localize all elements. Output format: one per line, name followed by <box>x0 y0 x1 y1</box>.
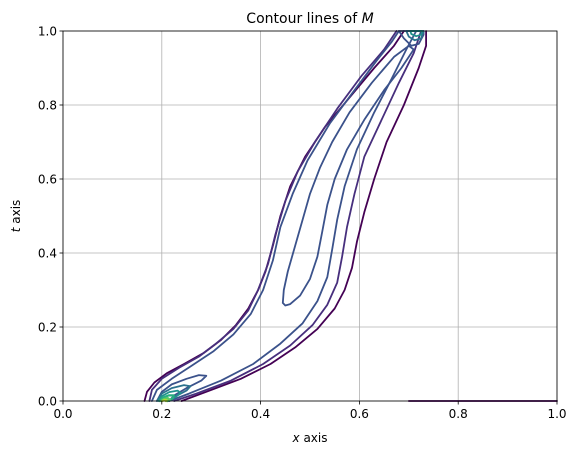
contour-line-1 <box>180 30 427 402</box>
contour-line-0 <box>143 30 405 402</box>
y-tick-label-1: 0.2 <box>38 320 57 334</box>
x-tick-label-3: 0.6 <box>350 407 369 421</box>
contour-line-12 <box>157 389 182 402</box>
y-tick-label-0: 0.0 <box>38 394 57 408</box>
contour-line-11 <box>405 30 425 42</box>
x-tick-label-1: 0.2 <box>152 407 171 421</box>
contour-line-5 <box>151 30 400 402</box>
contour-line-13 <box>409 30 423 38</box>
x-tick-label-2: 0.4 <box>251 407 270 421</box>
x-axis-label-math: x <box>292 431 301 445</box>
chart-title: Contour lines of M <box>246 11 373 27</box>
x-axis-label-text: axis <box>300 431 328 445</box>
contour-line-3 <box>148 30 398 402</box>
chart-title-math: M <box>362 11 374 27</box>
y-axis-label-math: t <box>9 226 23 232</box>
y-axis-label: t axis <box>9 200 23 233</box>
contour-line-4 <box>173 30 422 402</box>
x-axis-label: x axis <box>292 431 328 445</box>
y-axis-label-text: axis <box>9 200 23 228</box>
contour-line-6 <box>168 30 418 402</box>
contour-line-14 <box>158 394 175 403</box>
x-tick-label-4: 0.8 <box>449 407 468 421</box>
axis-ticks: 0.0 0.2 0.4 0.6 0.8 1.0 0.0 0.2 0.4 0.6 0.8 1.0 <box>38 24 567 421</box>
contour-line-7 <box>281 44 415 307</box>
y-tick-label-4: 0.8 <box>38 98 57 112</box>
y-tick-label-3: 0.6 <box>38 172 57 186</box>
y-tick-label-2: 0.4 <box>38 246 57 260</box>
y-tick-label-5: 1.0 <box>38 24 57 38</box>
plot-frame <box>62 30 558 402</box>
chart-title-text: Contour lines of <box>246 11 361 27</box>
x-tick-label-0: 0.0 <box>53 407 72 421</box>
x-tick-label-5: 1.0 <box>547 407 566 421</box>
contour-lines <box>143 30 558 403</box>
grid <box>62 30 558 402</box>
